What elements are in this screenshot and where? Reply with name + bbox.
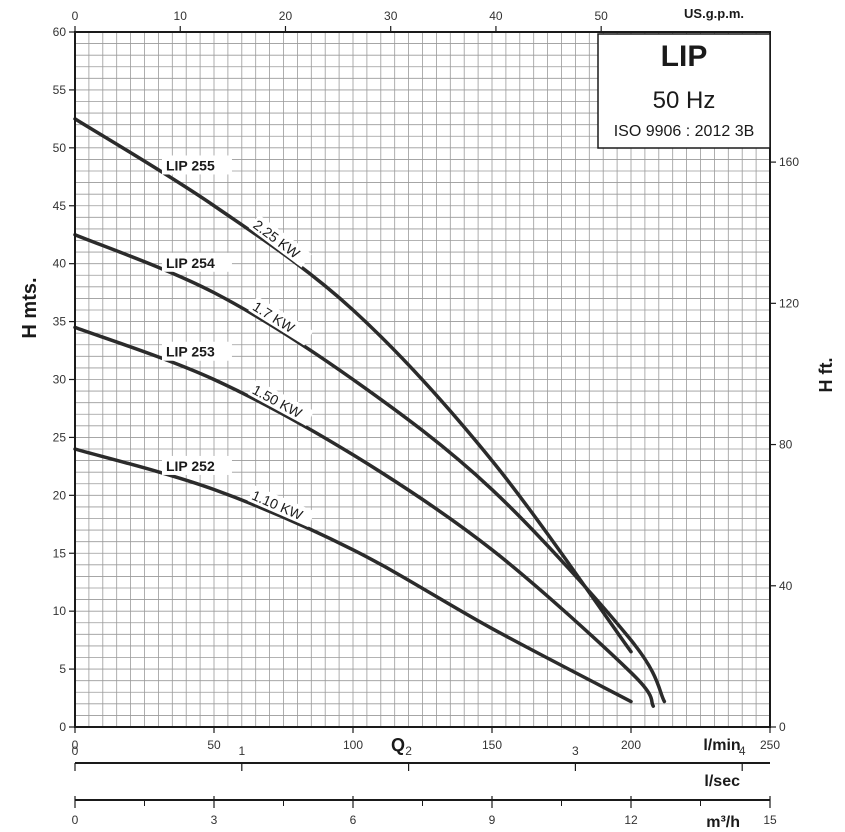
title-box-frame: [597, 33, 771, 149]
top-tick-label: 40: [489, 9, 503, 23]
lsec-tick-label: 0: [72, 744, 79, 758]
title-box: LIP 50 Hz ISO 9906 : 2012 3B: [597, 33, 771, 149]
y-tick-label: 15: [53, 546, 67, 560]
y-tick-label: 55: [53, 83, 67, 97]
m3h-tick-label: 15: [763, 813, 777, 827]
m3h-tick-label: 9: [489, 813, 496, 827]
x-axis-title: l/min: [703, 737, 740, 754]
y-tick-label: 5: [59, 662, 66, 676]
power-label-group: 1.7 KW: [248, 296, 314, 346]
m3h-tick-label: 6: [350, 813, 357, 827]
top-tick-label: 50: [594, 9, 608, 23]
curve-lip-255: [73, 117, 633, 654]
power-label-bg: [247, 485, 315, 528]
top-axis-title: US.g.p.m.: [684, 6, 744, 21]
lsec-tick-label: 4: [739, 744, 746, 758]
x-tick-label: 250: [760, 738, 780, 752]
right-tick-label: 160: [779, 155, 799, 169]
chart-standard: ISO 9906 : 2012 3B: [614, 123, 755, 140]
y-tick-label: 35: [53, 315, 67, 329]
power-label-bg: [248, 296, 314, 346]
y-tick-label: 45: [53, 199, 67, 213]
x-tick-label: 200: [621, 738, 641, 752]
m3h-tick-label: 3: [211, 813, 218, 827]
curve-lip-253: [73, 325, 655, 708]
chart-title: LIP: [661, 40, 708, 73]
y-tick-label: 0: [59, 720, 66, 734]
series-label-bg: [161, 455, 232, 475]
top-tick-label: 20: [279, 9, 293, 23]
series-label-lip-253: LIP 253: [166, 344, 215, 360]
lsec-axis-title: l/sec: [704, 773, 740, 790]
top-tick-label: 0: [72, 9, 79, 23]
series-label-lip-255: LIP 255: [166, 157, 215, 173]
x-tick-label: 50: [207, 738, 221, 752]
top-tick-label: 30: [384, 9, 398, 23]
y-tick-label: 25: [53, 430, 67, 444]
power-label-group: 2.25 KW: [248, 214, 312, 268]
x-tick-label: 100: [343, 738, 363, 752]
series-label-lip-254: LIP 254: [166, 255, 215, 271]
right-tick-label: 120: [779, 296, 799, 310]
axes: 0 50 100 150 200 2500510152025303540455055600…: [53, 9, 800, 827]
series-label-lip-252: LIP 252: [166, 458, 215, 474]
curve-lip-254: [73, 232, 667, 704]
m3h-tick-label: 12: [624, 813, 638, 827]
top-tick-label: 10: [174, 9, 188, 23]
chart-subtitle: 50 Hz: [653, 87, 716, 114]
m3h-tick-label: 0: [72, 813, 79, 827]
series-label-bg: [161, 341, 232, 361]
x-tick-label: 150: [482, 738, 502, 752]
power-label-bg: [248, 214, 312, 268]
m3h-axis-title: m³/h: [706, 814, 740, 831]
y2-axis-title: H ft.: [816, 358, 836, 393]
series-label-bg: [161, 155, 232, 175]
series-label-bg: [161, 252, 232, 272]
right-tick-label: 40: [779, 579, 793, 593]
lsec-tick-label: 1: [238, 744, 245, 758]
y-tick-label: 60: [53, 25, 67, 39]
lsec-tick-label: 3: [572, 744, 579, 758]
q-symbol: Q: [391, 735, 405, 755]
y-tick-label: 20: [53, 488, 67, 502]
power-label-bg: [248, 379, 315, 426]
lsec-tick-label: 2: [405, 744, 412, 758]
right-tick-label: 0: [779, 720, 786, 734]
y-tick-label: 50: [53, 141, 67, 155]
y-tick-label: 10: [53, 604, 67, 618]
x-tick-label: 0: [72, 738, 79, 752]
right-tick-label: 80: [779, 438, 793, 452]
y-tick-label: 30: [53, 373, 67, 387]
y-tick-label: 40: [53, 257, 67, 271]
power-label-lip-255: 2.25 KW: [250, 216, 303, 261]
y-axis-title: H mts.: [19, 277, 41, 338]
